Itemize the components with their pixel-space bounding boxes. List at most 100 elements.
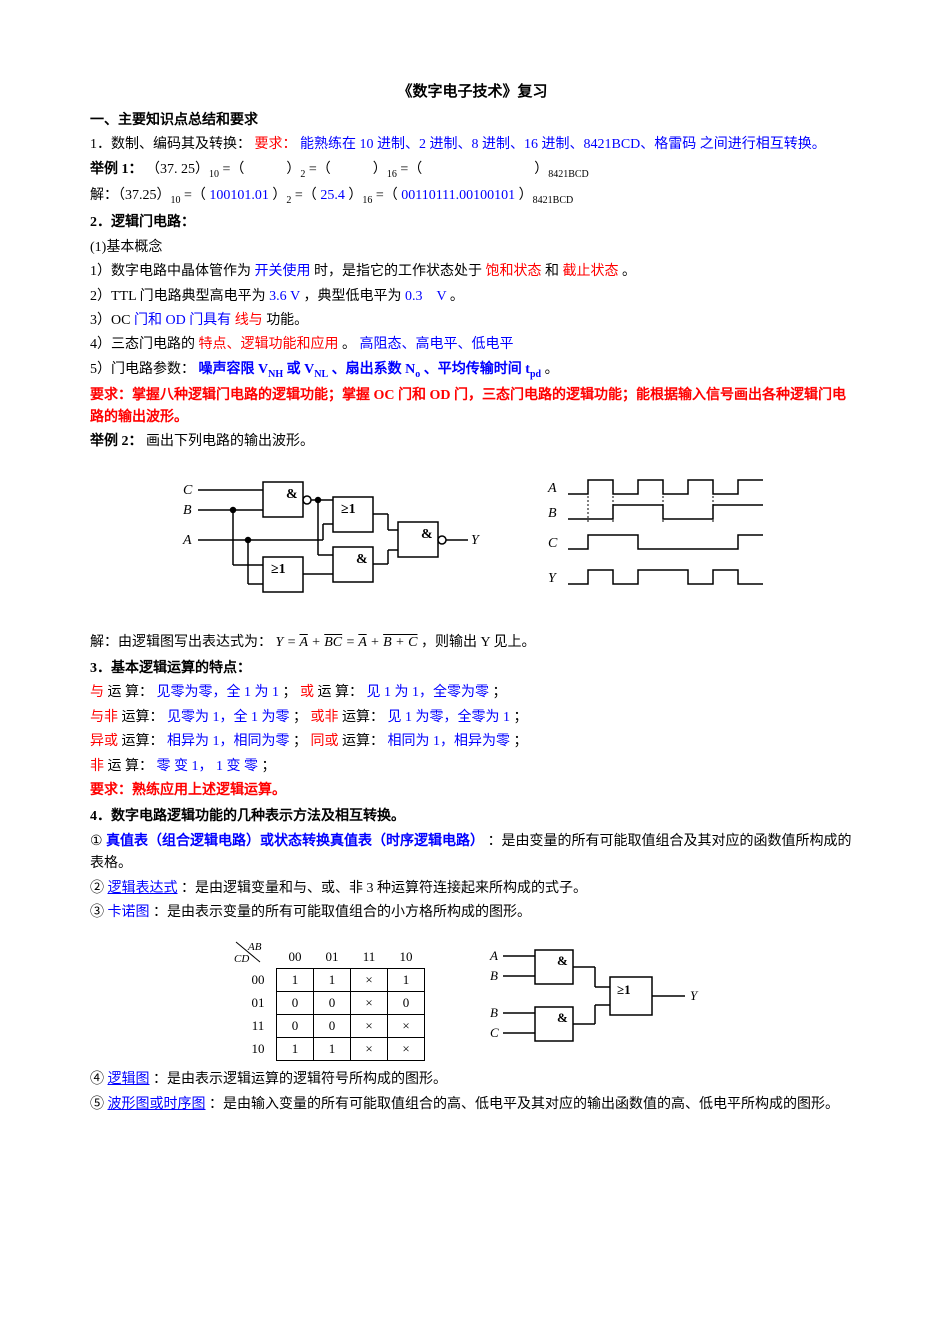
kmap-wrapper: AB CD 00 01 11 10 00 1 1 × 1 01 0 0 [240,942,425,1061]
text: 或 [300,685,314,700]
diagram-row-2: AB CD 00 01 11 10 00 1 1 × 1 01 0 0 [90,942,855,1061]
text: 相异为 1，相同为零 [167,734,290,749]
gate-and: & [421,527,433,542]
kmap-cell: × [351,969,388,992]
in-b2: B [490,1005,498,1020]
kmap-cell: 0 [388,992,425,1015]
sub: o [415,369,420,380]
text: ； [514,710,528,725]
req-3: 要求：熟练应用上述逻辑运算。 [90,780,855,802]
text: ） [348,188,362,203]
text: 运 算： [108,759,154,774]
kmap-cell: 0 [314,1015,351,1038]
text: ； [293,710,307,725]
diagram-row-1: C B A & ≥1 ≥1 & [90,472,855,602]
text: 运 算： [108,685,154,700]
kmap-table: 00 01 11 10 00 1 1 × 1 01 0 0 × 0 11 0 [240,946,425,1061]
label: 举例 1： [90,162,143,177]
text: ； [514,734,528,749]
section-2-head: 2．逻辑门电路： [90,212,855,234]
text: ② [90,881,104,896]
text: ：是由逻辑变量和与、或、非 3 种运算符连接起来所构成的式子。 [181,881,587,896]
in-b: B [490,968,498,983]
text: ； [493,685,507,700]
sub: 16 [362,194,372,205]
kmap-cell: 1 [314,1038,351,1061]
gate-and: & [557,1010,568,1025]
kmap-col: 01 [314,946,351,969]
solution-2: 解：由逻辑图写出表达式为： Y = A + BC = A + B + C ，则输… [90,632,855,654]
text: ③ [90,905,104,920]
text: =（ ） [309,162,387,177]
sub: 10 [171,194,181,205]
text: 3.6 V [269,289,300,304]
text-blue: 之间进行相互转换。 [700,137,826,152]
text: =（ [184,188,206,203]
gate-or: ≥1 [617,982,631,997]
gate-and: & [286,487,298,502]
text: 和 [545,264,559,279]
p3-line4: 非 运 算： 零 变 1， 1 变 零 ； [90,756,855,778]
text: 门具有 [189,313,231,328]
kmap-cell: × [388,1038,425,1061]
text: 2）TTL 门电路典型高电平为 [90,289,266,304]
text: 逻辑图 [108,1072,150,1087]
text: 要求：掌握八种逻辑门电路的逻辑功能；掌握 OC 门和 OD 门，三态门电路的逻辑… [90,388,846,425]
input-a: A [182,533,192,548]
text: 特点、逻辑功能和应用 [199,337,339,352]
p4-line1: ① 真值表（组合逻辑电路）或状态转换真值表（时序逻辑电路） ：是由变量的所有可能… [90,831,855,876]
text: 时，是指它的工作状态处于 [314,264,482,279]
kmap-cell: × [388,1015,425,1038]
sig-b: B [548,506,557,521]
text: ：是由输入变量的所有可能取值组合的高、低电平及其对应的输出函数值的高、低电平所构… [209,1097,839,1112]
p2-sub: (1)基本概念 [90,237,855,259]
timing-diagram: A B C Y [543,472,773,602]
sub: 2 [300,169,305,180]
text: ：是由表示变量的所有可能取值组合的小方格所构成的图形。 [153,905,531,920]
sub: pd [530,369,541,380]
text: 3）OC [90,313,130,328]
p3-line1: 与 运 算： 见零为零，全 1 为 1 ； 或 运 算： 见 1 为 1，全零为… [90,682,855,704]
gate-and: & [557,953,568,968]
kmap-cell: × [351,992,388,1015]
sub: 10 [209,169,219,180]
p4-line4: ④ 逻辑图 ：是由表示逻辑运算的逻辑符号所构成的图形。 [90,1069,855,1091]
p4-line2: ② 逻辑表达式 ：是由逻辑变量和与、或、非 3 种运算符连接起来所构成的式子。 [90,878,855,900]
kmap-cd: CD [234,953,249,964]
kmap-cell: 1 [388,969,425,992]
text: 真值表（组合逻辑电路）或状态转换真值表（时序逻辑电路） [106,834,484,849]
sub: 8421BCD [548,169,589,180]
section-3-head: 3．基本逻辑运算的特点： [90,658,855,680]
text: 门和 [134,313,162,328]
p2-line4: 4）三态门电路的 特点、逻辑功能和应用 。 高阻态、高电平、低电平 [90,334,855,356]
p2-line2: 2）TTL 门电路典型高电平为 3.6 V ，典型低电平为 0.3 V 。 [90,286,855,308]
p3-line2: 与非 运算： 见零为 1，全 1 为零 ； 或非 运算： 见 1 为零，全零为 … [90,707,855,729]
kmap-row: 01 [240,992,277,1015]
kmap-cell: 0 [277,992,314,1015]
text: 1）数字电路中晶体管作为 [90,264,251,279]
text: 或非 [311,710,339,725]
text: 非 [90,759,104,774]
gate-or: ≥1 [271,562,286,577]
text: =（ ） [223,162,301,177]
section-1-head: 一、主要知识点总结和要求 [90,110,855,132]
kmap-cell: × [351,1038,388,1061]
text: 见 1 为 1，全零为零 [367,685,490,700]
text: 与 [90,685,104,700]
kmap-corner-icon: AB CD [234,940,264,964]
label: 举例 2： [90,434,143,449]
sub: NH [268,369,283,380]
text: ：是由表示逻辑运算的逻辑符号所构成的图形。 [153,1072,447,1087]
para-1: 1．数制、编码其及转换： 要求： 能熟练在 10 进制、2 进制、8 进制、16… [90,134,855,156]
in-c: C [490,1025,499,1040]
text: ； [262,759,276,774]
text: 4）三态门电路的 [90,337,195,352]
kmap-row: 11 [240,1015,277,1038]
text: 解：由逻辑图写出表达式为： [90,635,272,650]
text: 饱和状态 [486,264,542,279]
val: 100101.01 [209,188,269,203]
text: ，典型低电平为 [304,289,402,304]
p2-line3: 3）OC 门和 OD 门具有 线与 功能。 [90,310,855,332]
kmap-cell: 0 [277,1015,314,1038]
p4-line5: ⑤ 波形图或时序图 ：是由输入变量的所有可能取值组合的高、低电平及其对应的输出函… [90,1094,855,1116]
